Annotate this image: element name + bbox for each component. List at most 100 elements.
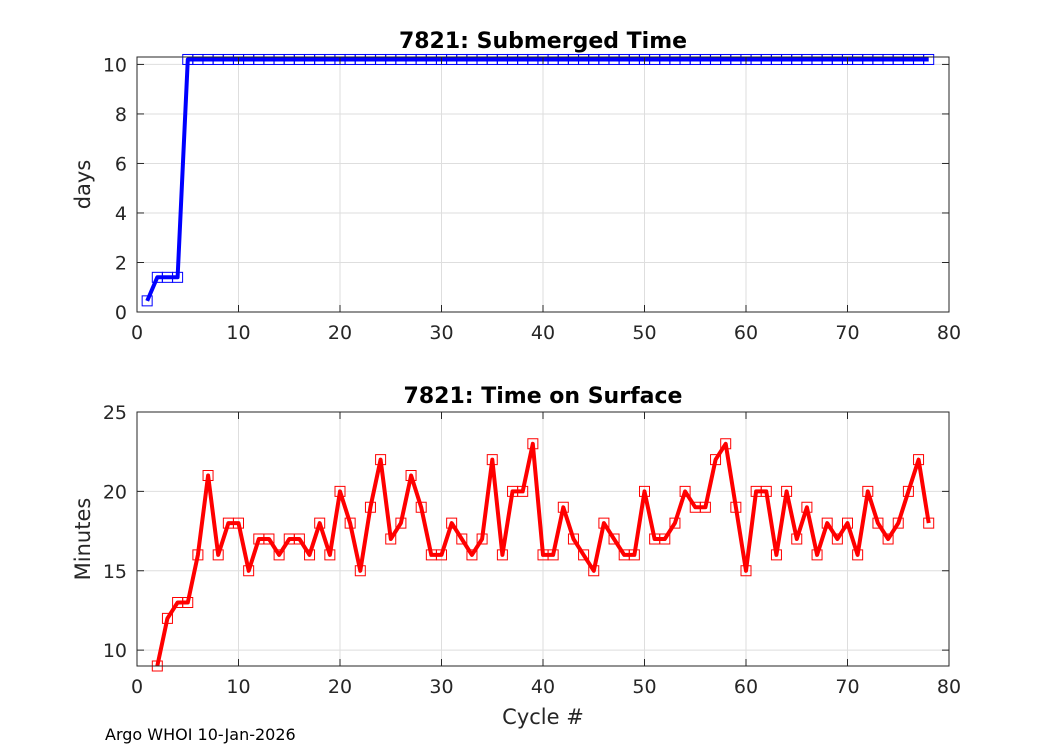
data-point bbox=[923, 53, 935, 65]
data-point bbox=[811, 549, 823, 561]
y-axis-label: days bbox=[71, 160, 95, 210]
y-tick-label: 4 bbox=[115, 203, 127, 225]
data-point bbox=[212, 549, 224, 561]
data-point bbox=[202, 470, 214, 481]
x-tick-label: 60 bbox=[734, 322, 758, 344]
x-tick-label: 50 bbox=[632, 322, 656, 344]
x-tick-label: 70 bbox=[835, 322, 859, 344]
x-tick-label: 20 bbox=[328, 676, 352, 698]
x-tick-label: 80 bbox=[937, 322, 961, 344]
data-point bbox=[770, 549, 782, 561]
data-point bbox=[557, 501, 569, 513]
x-tick-label: 30 bbox=[429, 676, 453, 698]
data-point bbox=[913, 454, 925, 466]
data-point bbox=[273, 549, 285, 561]
y-tick-label: 10 bbox=[103, 640, 127, 662]
data-point bbox=[659, 533, 671, 545]
y-tick-label: 2 bbox=[115, 252, 127, 274]
x-tick-label: 40 bbox=[531, 322, 555, 344]
data-point bbox=[243, 565, 255, 577]
y-tick-label: 6 bbox=[115, 153, 127, 175]
x-tick-label: 50 bbox=[632, 676, 656, 698]
y-tick-label: 10 bbox=[103, 54, 127, 76]
x-tick-label: 60 bbox=[734, 676, 758, 698]
x-tick-label: 80 bbox=[937, 676, 961, 698]
data-point bbox=[791, 533, 803, 545]
data-point bbox=[486, 454, 498, 466]
x-tick-label: 70 bbox=[835, 676, 859, 698]
data-point bbox=[679, 485, 691, 497]
data-point bbox=[892, 517, 904, 529]
y-axis-label: Minutes bbox=[71, 498, 95, 581]
data-point bbox=[710, 454, 722, 466]
chart-title: 7821: Submerged Time bbox=[399, 29, 687, 54]
data-point bbox=[161, 612, 173, 624]
data-point bbox=[628, 549, 640, 561]
data-point bbox=[466, 549, 478, 561]
data-point bbox=[699, 501, 711, 513]
data-point bbox=[872, 517, 884, 529]
data-point bbox=[496, 549, 508, 561]
data-point bbox=[720, 438, 732, 450]
data-point bbox=[578, 549, 590, 561]
data-point bbox=[334, 485, 346, 497]
y-tick-label: 15 bbox=[103, 561, 127, 583]
data-point bbox=[821, 517, 833, 529]
data-point bbox=[293, 533, 305, 545]
y-tick-label: 0 bbox=[115, 302, 127, 324]
data-point bbox=[415, 501, 427, 513]
x-axis-label: Cycle # bbox=[502, 705, 584, 729]
data-point bbox=[527, 438, 539, 450]
data-point bbox=[364, 501, 376, 513]
data-point bbox=[517, 485, 529, 497]
data-point bbox=[456, 533, 468, 545]
data-point bbox=[172, 271, 184, 283]
data-point bbox=[781, 485, 793, 497]
data-point bbox=[760, 485, 772, 497]
data-point bbox=[344, 517, 356, 529]
data-point bbox=[730, 501, 742, 513]
x-tick-label: 20 bbox=[328, 322, 352, 344]
data-point bbox=[141, 295, 153, 307]
data-point bbox=[923, 517, 935, 529]
chart-1: 0 10 20 30 40 50 60 70 80 0 2 4 6 8 10 7821: Submerged … bbox=[71, 29, 961, 344]
data-point bbox=[233, 517, 244, 529]
footer-text: Argo WHOI 10-Jan-2026 bbox=[105, 725, 296, 744]
data-point bbox=[314, 517, 326, 529]
x-tick-label: 10 bbox=[226, 676, 250, 698]
data-point bbox=[405, 470, 417, 481]
data-point bbox=[862, 485, 874, 497]
data-point bbox=[446, 517, 458, 529]
data-point bbox=[304, 549, 316, 561]
x-tick-label: 10 bbox=[226, 322, 250, 344]
y-tick-label: 8 bbox=[115, 104, 127, 126]
data-point bbox=[801, 501, 813, 513]
data-point bbox=[902, 485, 914, 497]
y-tick-label: 20 bbox=[103, 481, 127, 503]
x-tick-label: 0 bbox=[131, 322, 143, 344]
data-point bbox=[385, 533, 397, 545]
chart-title: 7821: Time on Surface bbox=[404, 384, 683, 409]
data-point bbox=[476, 533, 488, 545]
y-tick-label: 25 bbox=[103, 402, 127, 424]
data-point bbox=[842, 517, 853, 529]
data-point bbox=[608, 533, 620, 545]
data-point bbox=[669, 517, 681, 529]
x-tick-label: 40 bbox=[531, 676, 555, 698]
data-point bbox=[588, 565, 600, 577]
data-point bbox=[192, 549, 204, 561]
data-point bbox=[324, 549, 336, 561]
data-point bbox=[598, 517, 610, 529]
data-point bbox=[375, 454, 387, 466]
x-tick-label: 0 bbox=[131, 676, 143, 698]
data-point bbox=[852, 549, 864, 561]
data-point bbox=[567, 533, 579, 545]
data-point bbox=[882, 533, 894, 545]
data-point bbox=[831, 533, 843, 545]
data-point bbox=[740, 565, 752, 577]
x-tick-label: 30 bbox=[429, 322, 453, 344]
data-point bbox=[395, 517, 407, 529]
data-point bbox=[182, 597, 194, 608]
